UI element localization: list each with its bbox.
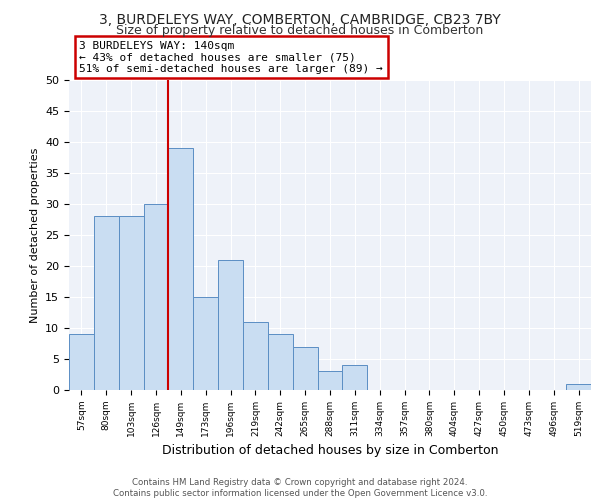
Bar bbox=[268, 334, 293, 390]
Bar bbox=[566, 384, 591, 390]
Bar bbox=[69, 334, 94, 390]
Bar bbox=[94, 216, 119, 390]
Bar bbox=[119, 216, 143, 390]
Text: 3, BURDELEYS WAY, COMBERTON, CAMBRIDGE, CB23 7BY: 3, BURDELEYS WAY, COMBERTON, CAMBRIDGE, … bbox=[99, 12, 501, 26]
Y-axis label: Number of detached properties: Number of detached properties bbox=[29, 148, 40, 322]
Text: Contains HM Land Registry data © Crown copyright and database right 2024.
Contai: Contains HM Land Registry data © Crown c… bbox=[113, 478, 487, 498]
Bar bbox=[243, 322, 268, 390]
Bar bbox=[343, 365, 367, 390]
Bar bbox=[193, 297, 218, 390]
Bar bbox=[218, 260, 243, 390]
Bar bbox=[317, 372, 343, 390]
Text: 3 BURDELEYS WAY: 140sqm
← 43% of detached houses are smaller (75)
51% of semi-de: 3 BURDELEYS WAY: 140sqm ← 43% of detache… bbox=[79, 40, 383, 74]
X-axis label: Distribution of detached houses by size in Comberton: Distribution of detached houses by size … bbox=[162, 444, 498, 458]
Bar bbox=[293, 346, 317, 390]
Bar bbox=[169, 148, 193, 390]
Bar bbox=[143, 204, 169, 390]
Text: Size of property relative to detached houses in Comberton: Size of property relative to detached ho… bbox=[116, 24, 484, 37]
